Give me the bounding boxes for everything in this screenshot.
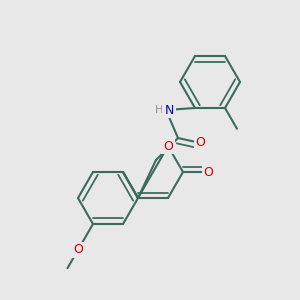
Text: O: O xyxy=(204,166,213,178)
Text: O: O xyxy=(73,244,83,256)
Text: O: O xyxy=(196,136,206,149)
Text: N: N xyxy=(164,103,174,116)
Text: O: O xyxy=(163,140,173,152)
Text: H: H xyxy=(155,105,163,115)
